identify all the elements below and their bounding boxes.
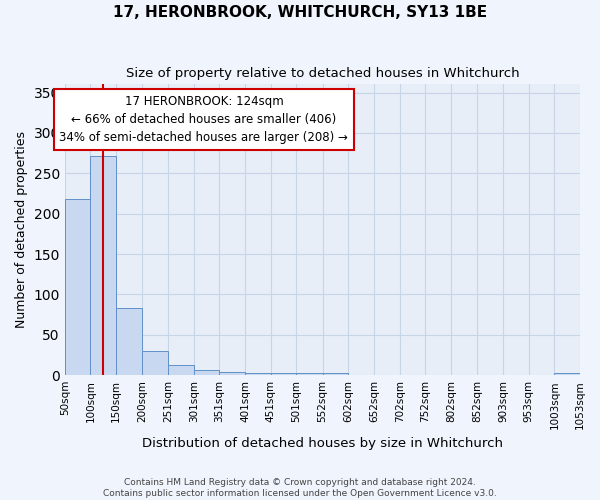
Bar xyxy=(116,308,142,375)
Bar xyxy=(91,156,116,375)
Bar xyxy=(168,364,194,375)
Bar xyxy=(220,372,245,375)
Bar xyxy=(142,351,168,375)
X-axis label: Distribution of detached houses by size in Whitchurch: Distribution of detached houses by size … xyxy=(142,437,503,450)
Bar xyxy=(245,373,271,375)
Bar xyxy=(296,373,323,375)
Bar xyxy=(65,199,91,375)
Text: 17 HERONBROOK: 124sqm
← 66% of detached houses are smaller (406)
34% of semi-det: 17 HERONBROOK: 124sqm ← 66% of detached … xyxy=(59,94,349,144)
Bar xyxy=(194,370,220,375)
Bar xyxy=(271,373,296,375)
Y-axis label: Number of detached properties: Number of detached properties xyxy=(15,132,28,328)
Text: Contains HM Land Registry data © Crown copyright and database right 2024.
Contai: Contains HM Land Registry data © Crown c… xyxy=(103,478,497,498)
Title: Size of property relative to detached houses in Whitchurch: Size of property relative to detached ho… xyxy=(125,68,519,80)
Bar xyxy=(323,373,349,375)
Bar xyxy=(554,373,580,375)
Text: 17, HERONBROOK, WHITCHURCH, SY13 1BE: 17, HERONBROOK, WHITCHURCH, SY13 1BE xyxy=(113,5,487,20)
